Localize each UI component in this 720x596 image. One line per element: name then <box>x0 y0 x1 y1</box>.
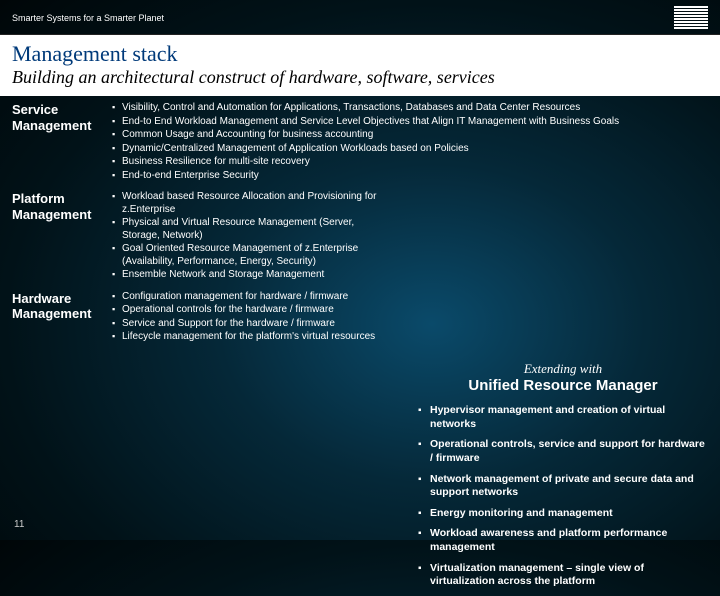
list-item: End-to-end Enterprise Security <box>112 170 708 183</box>
list-item: Goal Oriented Resource Management of z.E… <box>112 243 382 268</box>
list-item: Network management of private and secure… <box>418 473 708 500</box>
list-item: Business Resilience for multi-site recov… <box>112 156 708 169</box>
list-item: Common Usage and Accounting for business… <box>112 129 708 142</box>
title-block: Management stack Building an architectur… <box>0 35 720 96</box>
list-item: Workload awareness and platform performa… <box>418 527 708 554</box>
ibm-logo <box>674 6 708 30</box>
service-bullets: Visibility, Control and Automation for A… <box>112 102 708 183</box>
section-hardware: Hardware Management Configuration manage… <box>12 291 708 345</box>
section-platform: Platform Management Workload based Resou… <box>12 191 708 283</box>
list-item: Workload based Resource Allocation and P… <box>112 191 382 216</box>
extending-title: Extending with <box>418 361 708 377</box>
list-item: Visibility, Control and Automation for A… <box>112 102 708 115</box>
content-area: Service Management Visibility, Control a… <box>0 96 720 345</box>
list-item: Dynamic/Centralized Management of Applic… <box>112 143 708 156</box>
section-service: Service Management Visibility, Control a… <box>12 102 708 183</box>
slide-title: Management stack <box>12 41 708 67</box>
section-label: Service Management <box>12 102 112 183</box>
extending-subtitle: Unified Resource Manager <box>418 377 708 394</box>
hardware-bullets: Configuration management for hardware / … <box>112 291 382 345</box>
list-item: Energy monitoring and management <box>418 507 708 521</box>
list-item: Configuration management for hardware / … <box>112 291 382 304</box>
platform-bullets: Workload based Resource Allocation and P… <box>112 191 382 283</box>
header-bar: Smarter Systems for a Smarter Planet <box>0 0 720 35</box>
list-item: Service and Support for the hardware / f… <box>112 318 382 331</box>
list-item: Ensemble Network and Storage Management <box>112 269 382 282</box>
extending-bullets: Hypervisor management and creation of vi… <box>418 404 708 589</box>
list-item: Physical and Virtual Resource Management… <box>112 217 382 242</box>
page-number: 11 <box>14 519 24 530</box>
list-item: End-to End Workload Management and Servi… <box>112 116 708 129</box>
list-item: Hypervisor management and creation of vi… <box>418 404 708 431</box>
list-item: Operational controls, service and suppor… <box>418 438 708 465</box>
section-label: Platform Management <box>12 191 112 283</box>
slide-subtitle: Building an architectural construct of h… <box>12 67 708 88</box>
list-item: Virtualization management – single view … <box>418 562 708 589</box>
tagline: Smarter Systems for a Smarter Planet <box>12 13 164 23</box>
list-item: Operational controls for the hardware / … <box>112 304 382 317</box>
list-item: Lifecycle management for the platform's … <box>112 331 382 344</box>
extending-panel: Extending with Unified Resource Manager … <box>418 361 708 596</box>
section-label: Hardware Management <box>12 291 112 345</box>
